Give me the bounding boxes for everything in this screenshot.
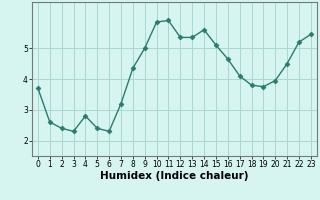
- X-axis label: Humidex (Indice chaleur): Humidex (Indice chaleur): [100, 171, 249, 181]
